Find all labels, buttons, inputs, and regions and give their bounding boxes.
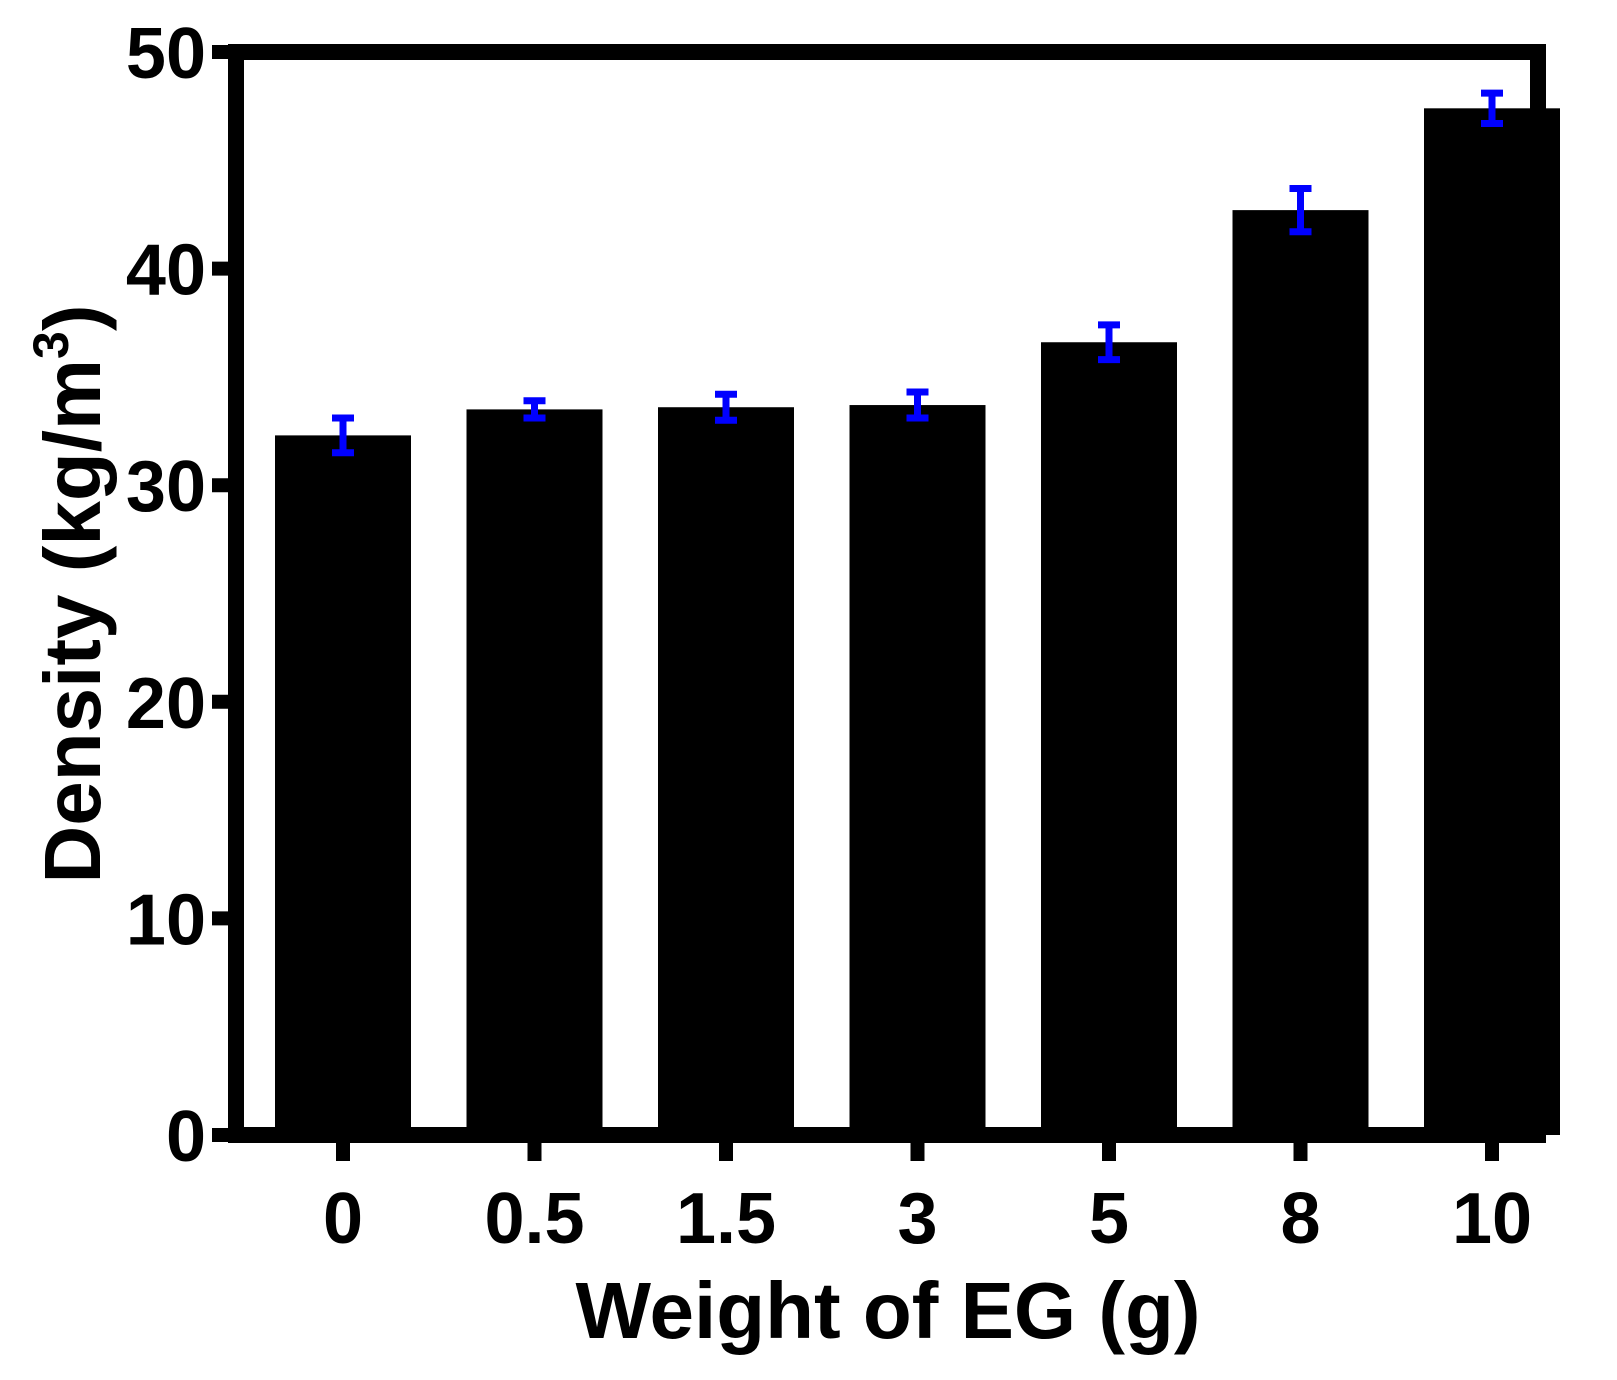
x-axis-label: Weight of EG (g) bbox=[575, 1266, 1200, 1355]
error-bar-0 bbox=[332, 414, 354, 457]
y-axis-label-superscript: 3 bbox=[23, 331, 79, 359]
error-bar-8 bbox=[1289, 184, 1312, 236]
x-tick-label-5: 5 bbox=[1089, 1179, 1129, 1259]
bars-layer bbox=[275, 108, 1560, 1136]
y-axis-label: Density (kg/m3) bbox=[23, 304, 117, 883]
x-tick-label-10: 10 bbox=[1452, 1179, 1532, 1259]
y-axis-label-main: Density (kg/m bbox=[28, 359, 117, 884]
y-tick-label-30: 30 bbox=[126, 447, 206, 527]
y-tick-label-10: 10 bbox=[126, 880, 206, 960]
bar-0.5 bbox=[466, 409, 603, 1135]
x-tick-label-8: 8 bbox=[1280, 1179, 1320, 1259]
bar-5 bbox=[1041, 342, 1177, 1135]
x-tick-label-0.5: 0.5 bbox=[484, 1179, 584, 1259]
y-axis-label-close: ) bbox=[28, 304, 117, 331]
x-axis: 0 0.5 1.5 3 5 8 10 bbox=[323, 1135, 1532, 1259]
error-bar-5 bbox=[1098, 321, 1120, 364]
bar-0 bbox=[275, 435, 411, 1136]
x-tick-label-3: 3 bbox=[897, 1179, 937, 1259]
y-tick-label-50: 50 bbox=[126, 14, 206, 94]
bar-3 bbox=[849, 405, 986, 1136]
error-bar-10 bbox=[1481, 89, 1503, 127]
error-bars-layer bbox=[332, 89, 1503, 457]
y-tick-label-20: 20 bbox=[126, 664, 206, 744]
bar-8 bbox=[1232, 210, 1369, 1136]
y-axis: 0 10 20 30 40 50 bbox=[126, 14, 236, 1177]
error-bar-0.5 bbox=[523, 397, 546, 422]
x-tick-label-0: 0 bbox=[323, 1179, 363, 1259]
x-tick-label-1.5: 1.5 bbox=[676, 1179, 776, 1259]
error-bar-3 bbox=[906, 388, 929, 422]
y-tick-label-0: 0 bbox=[166, 1097, 206, 1177]
bar-1.5 bbox=[658, 407, 794, 1135]
error-bar-1.5 bbox=[715, 390, 737, 424]
plot-frame bbox=[228, 44, 1546, 1143]
y-tick-label-40: 40 bbox=[126, 231, 206, 311]
